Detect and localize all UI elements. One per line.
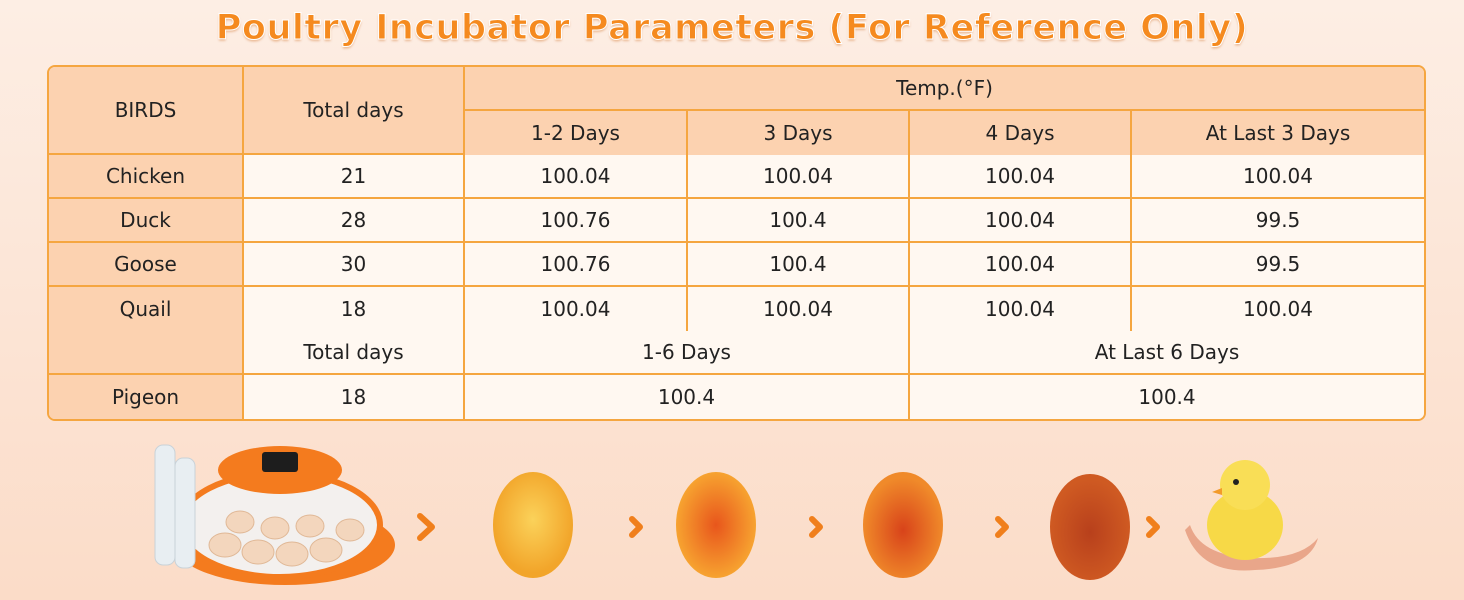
cell: 100.04 [910, 243, 1132, 287]
bird-cell: Pigeon [49, 375, 244, 419]
header-cell: At Last 3 Days [1132, 111, 1425, 155]
parameter-table: BIRDS Total days Temp.(°F) 1-2 Days 3 Day… [47, 65, 1427, 421]
arrows [417, 513, 1160, 541]
header-cell: 1-2 Days [465, 111, 688, 155]
title: Poultry Incubator Parameters (For Refere… [215, 8, 1249, 49]
incubator [154, 444, 395, 585]
cell: 100.4 [465, 375, 910, 419]
header-cell: At Last 6 Days [910, 331, 1425, 375]
empty-cell [49, 331, 244, 375]
bird-cell: Duck [49, 199, 244, 243]
cell: 99.5 [1132, 199, 1425, 243]
header-cell: Total days [244, 67, 465, 155]
cell: 100.04 [1132, 287, 1425, 331]
egg [493, 472, 573, 578]
cell: 100.04 [465, 155, 688, 199]
chick [1185, 460, 1318, 571]
cell: 30 [244, 243, 465, 287]
bird-cell: Goose [49, 243, 244, 287]
cell: 18 [244, 375, 465, 419]
row: Chicken 21 100.04 100.04 100.04 100.04 [49, 155, 1425, 199]
cell: 28 [244, 199, 465, 243]
cell: 21 [244, 155, 465, 199]
header-cell: Total days [244, 331, 465, 375]
cell: 100.04 [1132, 155, 1425, 199]
egg [1050, 474, 1130, 580]
cell: 100.04 [688, 287, 910, 331]
cell: 100.4 [688, 243, 910, 287]
cell: 100.76 [465, 243, 688, 287]
cell: 100.04 [910, 287, 1132, 331]
cell: 100.4 [688, 199, 910, 243]
egg [863, 472, 943, 578]
row: Quail 18 100.04 100.04 100.04 100.04 [49, 287, 1425, 331]
cell: 100.04 [910, 199, 1132, 243]
cell: 100.04 [688, 155, 910, 199]
bird-cell: Quail [49, 287, 244, 331]
header-cell: 4 Days [910, 111, 1132, 155]
egg [676, 472, 756, 578]
illustration [154, 444, 1318, 585]
bird-cell: Chicken [49, 155, 244, 199]
row: Duck 28 100.76 100.4 100.04 99.5 [49, 199, 1425, 243]
header-cell: 1-6 Days [465, 331, 910, 375]
cell: 100.04 [910, 155, 1132, 199]
header-cell: BIRDS [49, 67, 244, 155]
cell: 18 [244, 287, 465, 331]
cell: 100.76 [465, 199, 688, 243]
header-cell: 3 Days [688, 111, 910, 155]
cell: 100.4 [910, 375, 1425, 419]
cell: 99.5 [1132, 243, 1425, 287]
header-cell: Temp.(°F) [465, 67, 1425, 111]
row: Goose 30 100.76 100.4 100.04 99.5 [49, 243, 1425, 287]
cell: 100.04 [465, 287, 688, 331]
